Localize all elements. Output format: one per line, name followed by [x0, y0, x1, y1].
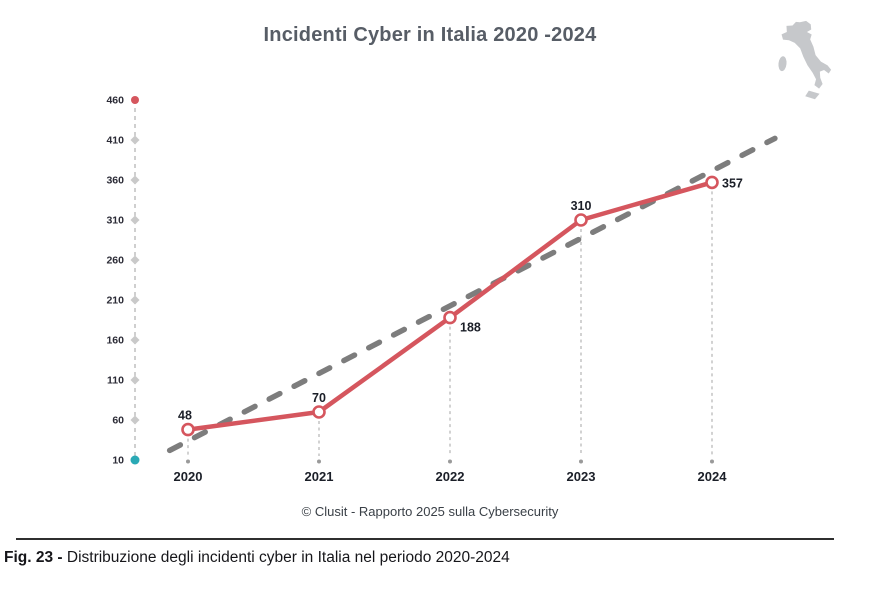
y-tick-dot: [130, 295, 140, 305]
y-tick-dot: [130, 175, 140, 185]
italy-map-icon: [778, 20, 832, 100]
data-point-marker: [181, 422, 195, 437]
x-tick-label: 2022: [436, 469, 465, 484]
y-tick-dot: [130, 215, 140, 225]
value-label: 310: [571, 199, 592, 213]
y-tick-dot: [130, 135, 140, 145]
figure-caption-label: Fig. 23 -: [4, 549, 63, 566]
x-tick-label: 2020: [174, 469, 203, 484]
y-tick-label: 310: [106, 215, 124, 227]
italy-sicily-shape: [805, 90, 820, 100]
y-tick-dot: [130, 335, 140, 345]
y-tick-label: 210: [106, 295, 124, 307]
drop-line-dot: [579, 459, 583, 464]
y-tick-dot: [130, 415, 140, 425]
italy-sardinia-shape: [778, 56, 787, 72]
attribution: © Clusit - Rapporto 2025 sulla Cybersecu…: [301, 504, 559, 519]
y-tick-dot: [130, 255, 140, 265]
drop-line-dot: [448, 459, 452, 464]
x-tick-label: 2023: [567, 469, 596, 484]
value-label: 188: [460, 321, 481, 335]
y-tick-label: 110: [107, 375, 124, 387]
y-tick-dot: [130, 375, 140, 385]
y-tick-label: 360: [106, 175, 124, 187]
y-tick-label: 60: [112, 415, 124, 427]
data-point-marker: [574, 213, 588, 227]
data-point-marker: [443, 310, 457, 325]
data-point-marker: [705, 175, 719, 190]
y-tick-label: 410: [106, 135, 124, 147]
drop-line-dot: [317, 459, 321, 464]
value-label: 357: [722, 176, 743, 190]
x-tick-label: 2024: [698, 469, 728, 484]
value-label: 70: [312, 391, 326, 405]
y-tick-label: 260: [106, 255, 124, 267]
trend-line: [166, 135, 778, 454]
figure-caption-text: Distribuzione degli incidenti cyber in I…: [62, 549, 510, 566]
y-tick-label: 160: [106, 335, 124, 347]
y-tick-label: 460: [106, 95, 124, 107]
y-tick-label: 10: [112, 455, 124, 467]
y-axis-bottom-dot: [130, 455, 140, 465]
figure-caption: Fig. 23 - Distribuzione degli incidenti …: [4, 549, 864, 567]
chart-title: Incidenti Cyber in Italia 2020 -2024: [263, 24, 597, 46]
divider: [16, 538, 834, 540]
drop-line-dot: [186, 459, 190, 464]
drop-line-dot: [710, 459, 714, 464]
data-point-marker: [312, 405, 326, 419]
line-chart: 460 410 360 310 260 210 160 110 60 10 2020 2021 2022…: [106, 95, 778, 484]
x-tick-label: 2021: [305, 469, 334, 484]
y-axis-top-dot: [131, 96, 139, 104]
value-label: 48: [178, 409, 192, 423]
italy-mainland-shape: [781, 20, 832, 89]
